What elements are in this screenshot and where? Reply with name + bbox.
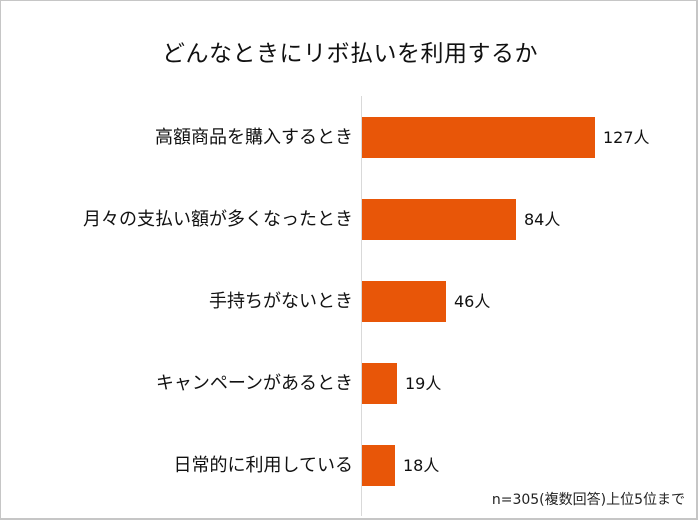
bar-row: 月々の支払い額が多くなったとき 84人: [0, 199, 700, 240]
bar: [362, 363, 397, 404]
value-label: 46人: [454, 292, 491, 311]
bar: [362, 199, 516, 240]
category-axis-line: [361, 96, 362, 516]
bar-row: キャンペーンがあるとき 19人: [0, 363, 700, 404]
category-label: 高額商品を購入するとき: [155, 127, 353, 148]
value-label: 18人: [403, 456, 440, 475]
chart-title: どんなときにリボ払いを利用するか: [162, 41, 538, 67]
bar-row: 高額商品を購入するとき 127人: [0, 117, 700, 158]
bar: [362, 445, 395, 486]
bar-row: 日常的に利用している 18人: [0, 445, 700, 486]
bar: [362, 281, 446, 322]
bar: [362, 117, 595, 158]
value-label: 19人: [405, 374, 442, 393]
category-label: キャンペーンがあるとき: [155, 373, 353, 394]
category-label: 手持ちがないとき: [209, 291, 353, 312]
value-label: 84人: [524, 210, 561, 229]
category-label: 日常的に利用している: [173, 455, 353, 476]
value-label: 127人: [603, 128, 650, 147]
sample-size-note: n=305(複数回答)上位5位まで: [491, 492, 685, 508]
bar-row: 手持ちがないとき 46人: [0, 281, 700, 322]
category-label: 月々の支払い額が多くなったとき: [83, 209, 353, 230]
